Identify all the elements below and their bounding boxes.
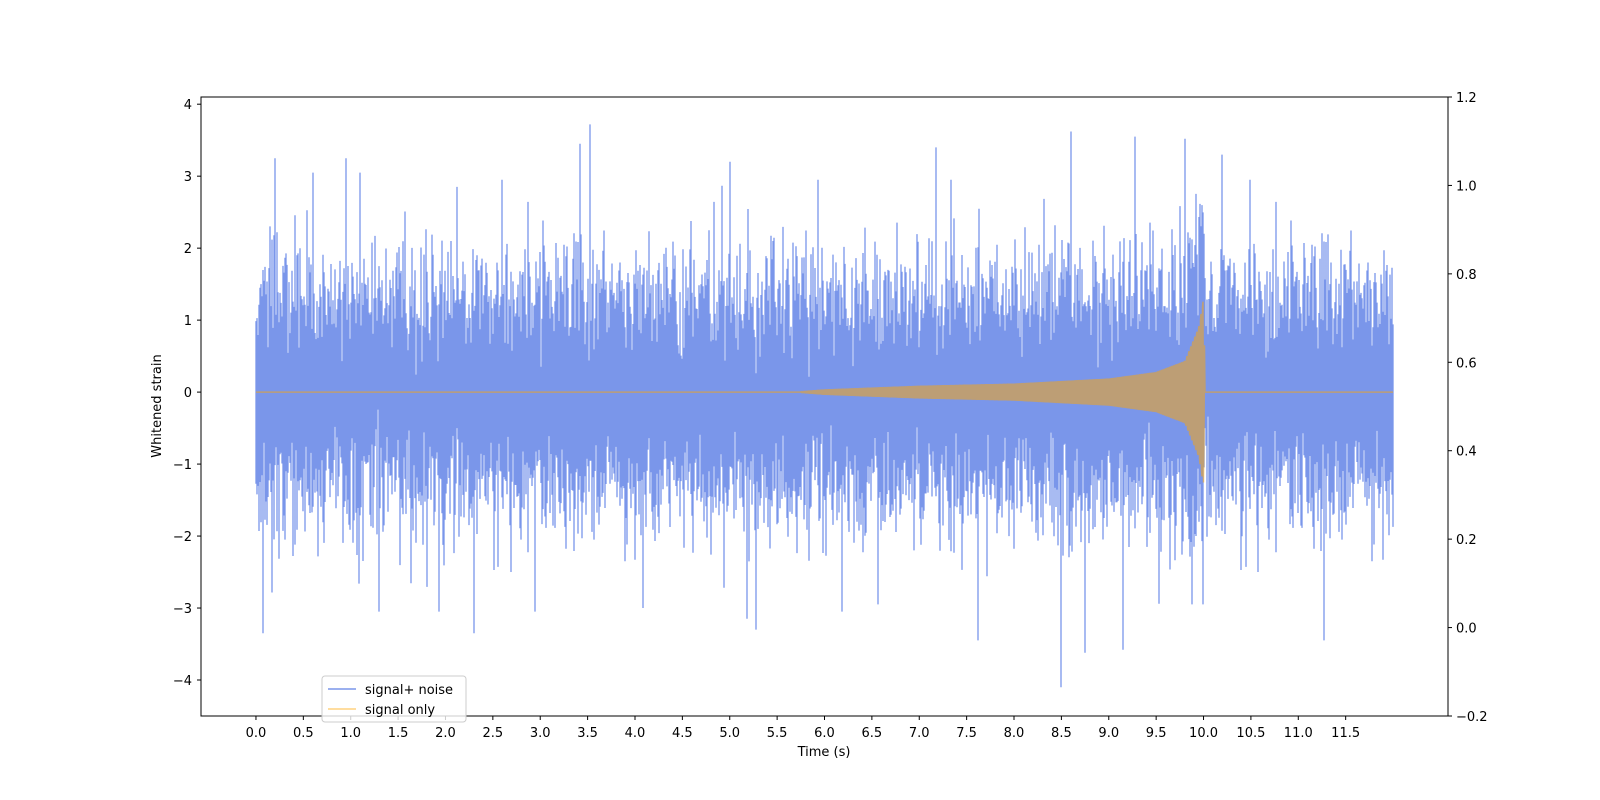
y-tick-label: −2 [173, 530, 192, 545]
legend-label-signal-only: signal only [365, 703, 435, 718]
y2-tick-label: 0.8 [1456, 268, 1477, 283]
y2-tick-label: 0.2 [1456, 533, 1477, 548]
y-tick-label: 1 [184, 314, 192, 329]
series-layer [255, 124, 1394, 688]
x-tick-label: 6.0 [814, 726, 835, 741]
x-tick-label: 4.0 [625, 726, 646, 741]
y-tick-label: 0 [184, 386, 192, 401]
x-tick-label: 9.5 [1146, 726, 1167, 741]
x-tick-label: 8.0 [1004, 726, 1025, 741]
x-tick-label: 1.5 [388, 726, 409, 741]
x-tick-label: 7.5 [956, 726, 977, 741]
y-tick-label: −3 [173, 602, 192, 617]
x-axis: 0.0 0.5 1.0 1.5 2.0 2.5 3.0 3.5 4.0 4.5 5.0 5.5 6.0 6… [246, 716, 1360, 741]
legend-box [321, 675, 467, 723]
x-tick-label: 7.0 [909, 726, 930, 741]
y-axis-label: Whitened strain [150, 354, 165, 457]
legend: signal+ noise signal only [321, 675, 467, 723]
x-tick-label: 11.0 [1284, 726, 1313, 741]
y2-tick-label: 0.4 [1456, 445, 1477, 460]
y2-tick-label: 0.6 [1456, 356, 1477, 371]
x-tick-label: 3.5 [577, 726, 598, 741]
y2-tick-label: 1.2 [1456, 91, 1477, 106]
x-tick-label: 2.0 [435, 726, 456, 741]
y-tick-label: 2 [184, 242, 192, 257]
x-tick-label: 5.5 [767, 726, 788, 741]
y-axis-left: 4 3 2 1 0 −1 −2 −3 −4 [173, 98, 201, 689]
x-tick-label: 3.0 [530, 726, 551, 741]
x-tick-label: 10.5 [1236, 726, 1265, 741]
series-line-signal-only [256, 301, 1393, 483]
x-tick-label: 0.5 [293, 726, 314, 741]
x-tick-label: 5.0 [719, 726, 740, 741]
y2-tick-label: 0.0 [1456, 622, 1477, 637]
x-tick-label: 2.5 [483, 726, 504, 741]
series-line-signal-noise [255, 124, 1394, 688]
x-tick-label: 9.0 [1098, 726, 1119, 741]
x-tick-label: 11.5 [1331, 726, 1360, 741]
y-axis-right: 1.2 1.0 0.8 0.6 0.4 0.2 0.0 −0.2 [1448, 91, 1488, 725]
x-tick-label: 0.0 [246, 726, 267, 741]
legend-label-signal-noise: signal+ noise [365, 683, 453, 698]
x-tick-label: 10.0 [1189, 726, 1218, 741]
x-tick-label: 4.5 [672, 726, 693, 741]
y-tick-label: −4 [173, 674, 192, 689]
x-axis-label: Time (s) [797, 745, 851, 760]
y-tick-label: 4 [184, 98, 192, 113]
y-tick-label: −1 [173, 458, 192, 473]
y-tick-label: 3 [184, 170, 192, 185]
x-tick-label: 8.5 [1051, 726, 1072, 741]
x-tick-label: 6.5 [862, 726, 883, 741]
y2-tick-label: 1.0 [1456, 179, 1477, 194]
x-tick-label: 1.0 [340, 726, 361, 741]
y2-tick-label: −0.2 [1456, 710, 1488, 725]
